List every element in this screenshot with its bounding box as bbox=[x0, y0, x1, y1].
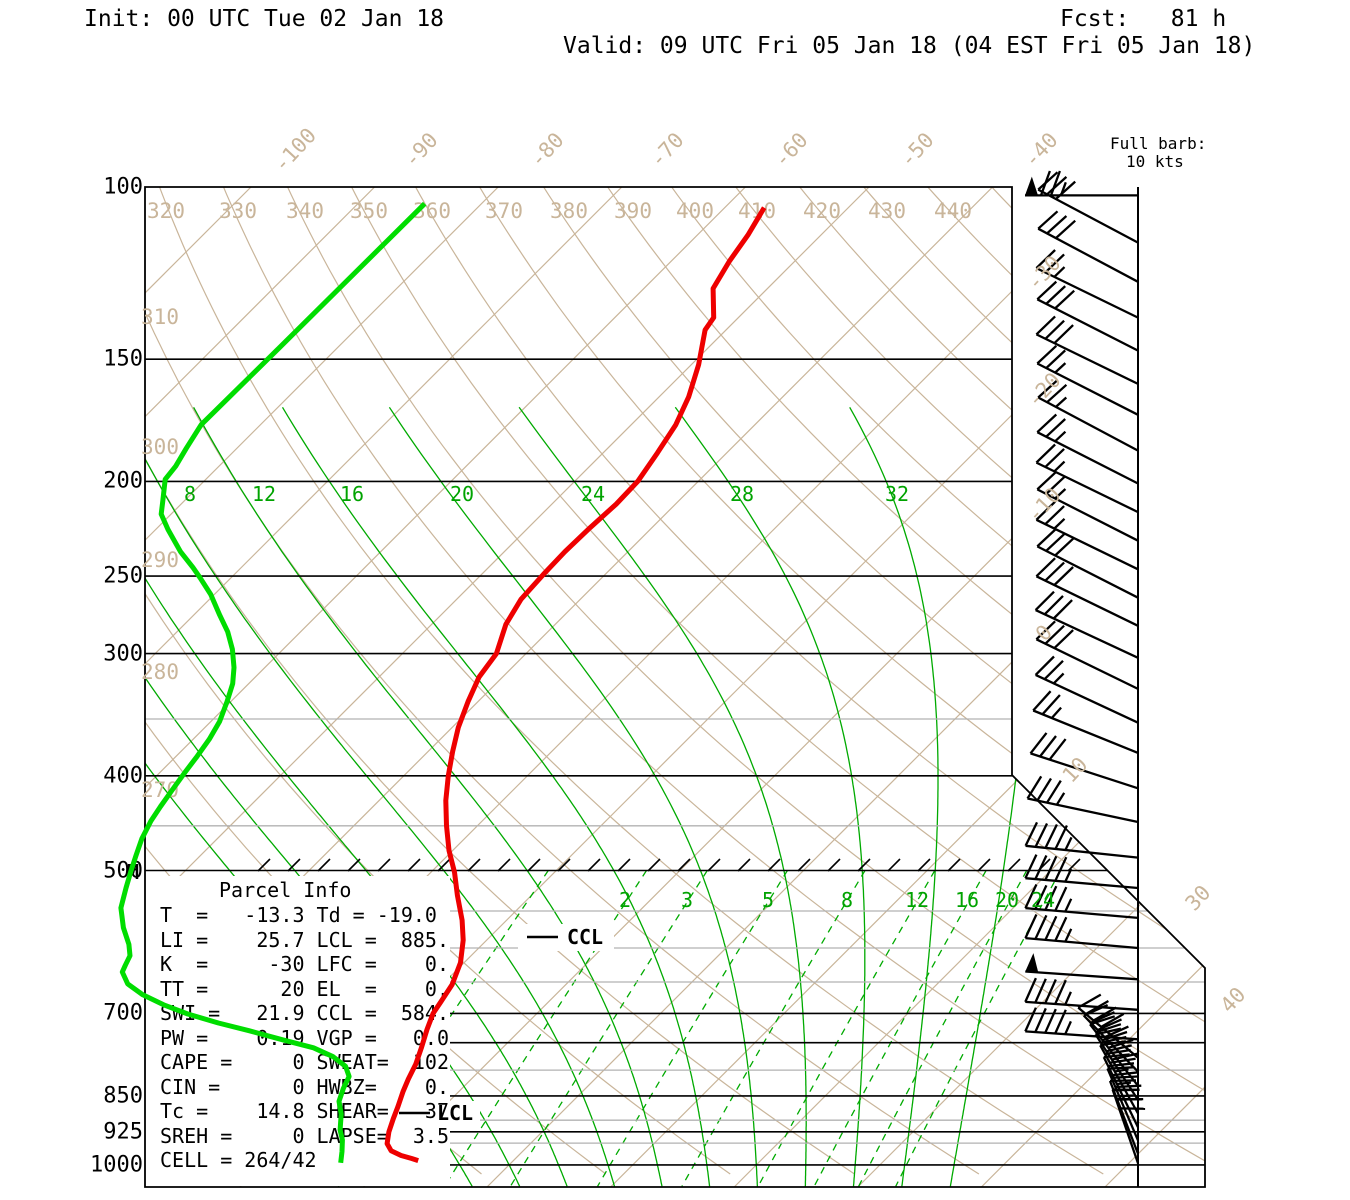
wind-barb bbox=[1024, 884, 1139, 920]
dewpoint-curve bbox=[118, 201, 427, 1164]
temperature-curve bbox=[384, 206, 767, 1163]
wind-barb bbox=[1035, 500, 1139, 571]
wind-barb bbox=[1036, 527, 1139, 599]
wind-barb bbox=[1034, 590, 1139, 659]
wind-barb bbox=[1024, 977, 1139, 1011]
wind-barb bbox=[1029, 732, 1139, 790]
wind-barb bbox=[1025, 953, 1139, 981]
wind-barb bbox=[1036, 280, 1139, 352]
wind-barb bbox=[1026, 775, 1139, 824]
wind-barb bbox=[1036, 413, 1139, 485]
wind-barb bbox=[1037, 171, 1139, 244]
wind-barb bbox=[1034, 655, 1139, 724]
wind-barb bbox=[1035, 249, 1139, 319]
wind-barb bbox=[1036, 470, 1139, 542]
wind-barb bbox=[1035, 443, 1139, 514]
wind-barb bbox=[1035, 620, 1139, 690]
wind-barb bbox=[1037, 379, 1139, 452]
wind-barb bbox=[1037, 210, 1139, 283]
wind-barb bbox=[1111, 1088, 1146, 1164]
wind-barb bbox=[1024, 821, 1139, 859]
wind-barb bbox=[1035, 557, 1139, 627]
plot-frame bbox=[144, 186, 1206, 1188]
wind-barb bbox=[1035, 315, 1139, 385]
wind-barb-column bbox=[1024, 170, 1146, 1187]
wind-barb bbox=[1036, 344, 1139, 416]
wind-barb bbox=[1024, 914, 1139, 950]
wind-barb bbox=[1032, 690, 1139, 754]
white-masks bbox=[145, 876, 614, 1186]
wind-barb bbox=[1024, 854, 1139, 890]
